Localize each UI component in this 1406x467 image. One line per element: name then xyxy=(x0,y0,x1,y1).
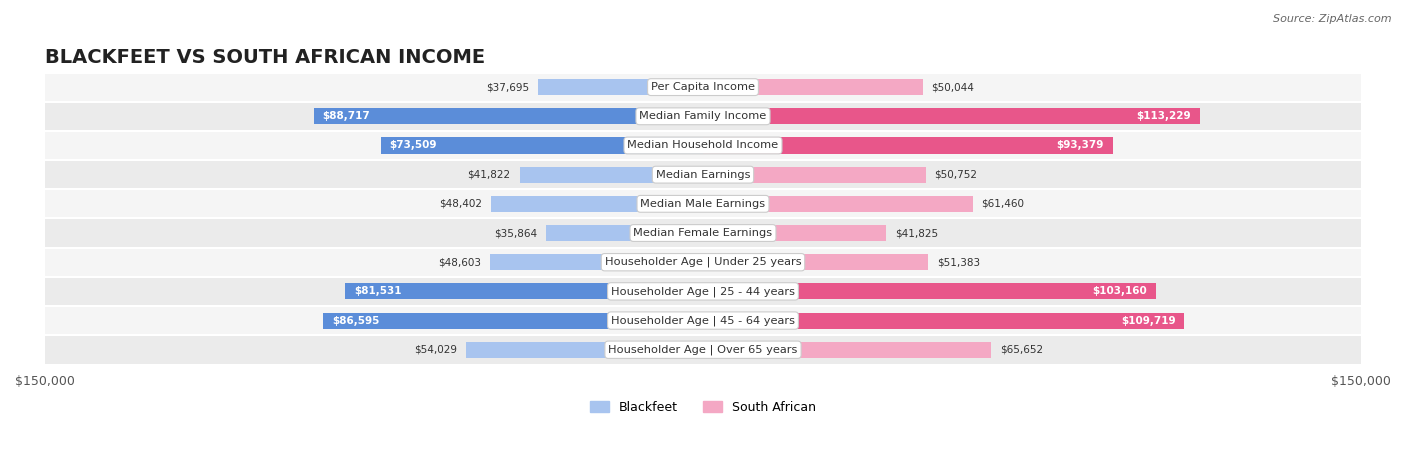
Text: $50,044: $50,044 xyxy=(931,82,974,92)
Bar xyxy=(537,79,703,95)
Bar xyxy=(703,196,973,212)
Text: $93,379: $93,379 xyxy=(1056,141,1104,150)
Bar xyxy=(45,248,1361,277)
Text: Householder Age | 25 - 44 years: Householder Age | 25 - 44 years xyxy=(612,286,794,297)
Bar xyxy=(45,189,1361,219)
Text: $103,160: $103,160 xyxy=(1092,286,1147,297)
Bar xyxy=(45,72,1361,102)
Bar xyxy=(491,196,703,212)
Bar xyxy=(703,283,1156,299)
Text: $50,752: $50,752 xyxy=(935,170,977,180)
Text: Median Family Income: Median Family Income xyxy=(640,111,766,121)
Bar xyxy=(520,167,703,183)
Legend: Blackfeet, South African: Blackfeet, South African xyxy=(585,396,821,418)
Text: $41,825: $41,825 xyxy=(896,228,938,238)
Bar xyxy=(703,137,1112,154)
Bar xyxy=(45,160,1361,189)
Text: $88,717: $88,717 xyxy=(322,111,370,121)
Text: $48,402: $48,402 xyxy=(439,199,482,209)
Bar xyxy=(346,283,703,299)
Bar xyxy=(703,167,925,183)
Text: $109,719: $109,719 xyxy=(1121,316,1175,325)
Text: Median Female Earnings: Median Female Earnings xyxy=(634,228,772,238)
Text: Median Earnings: Median Earnings xyxy=(655,170,751,180)
Bar xyxy=(323,312,703,329)
Bar xyxy=(45,306,1361,335)
Text: Householder Age | Over 65 years: Householder Age | Over 65 years xyxy=(609,345,797,355)
Bar xyxy=(489,254,703,270)
Text: $73,509: $73,509 xyxy=(389,141,437,150)
Text: $41,822: $41,822 xyxy=(468,170,510,180)
Text: $86,595: $86,595 xyxy=(332,316,380,325)
Bar xyxy=(45,335,1361,364)
Text: Per Capita Income: Per Capita Income xyxy=(651,82,755,92)
Bar xyxy=(703,342,991,358)
Text: BLACKFEET VS SOUTH AFRICAN INCOME: BLACKFEET VS SOUTH AFRICAN INCOME xyxy=(45,48,485,67)
Text: $54,029: $54,029 xyxy=(415,345,457,355)
Bar xyxy=(45,131,1361,160)
Bar xyxy=(546,225,703,241)
Bar xyxy=(381,137,703,154)
Bar xyxy=(703,225,887,241)
Text: $48,603: $48,603 xyxy=(439,257,481,267)
Text: Source: ZipAtlas.com: Source: ZipAtlas.com xyxy=(1274,14,1392,24)
Text: Householder Age | 45 - 64 years: Householder Age | 45 - 64 years xyxy=(612,315,794,326)
Text: Median Household Income: Median Household Income xyxy=(627,141,779,150)
Bar xyxy=(703,312,1184,329)
Text: Householder Age | Under 25 years: Householder Age | Under 25 years xyxy=(605,257,801,268)
Bar xyxy=(703,108,1199,124)
Bar xyxy=(314,108,703,124)
Bar xyxy=(465,342,703,358)
Text: $65,652: $65,652 xyxy=(1000,345,1043,355)
Bar xyxy=(45,219,1361,248)
Text: $61,460: $61,460 xyxy=(981,199,1025,209)
Bar xyxy=(703,79,922,95)
Bar xyxy=(703,254,928,270)
Bar xyxy=(45,102,1361,131)
Text: Median Male Earnings: Median Male Earnings xyxy=(641,199,765,209)
Text: $113,229: $113,229 xyxy=(1136,111,1191,121)
Text: $81,531: $81,531 xyxy=(354,286,402,297)
Text: $35,864: $35,864 xyxy=(494,228,537,238)
Text: $37,695: $37,695 xyxy=(485,82,529,92)
Text: $51,383: $51,383 xyxy=(938,257,980,267)
Bar xyxy=(45,277,1361,306)
